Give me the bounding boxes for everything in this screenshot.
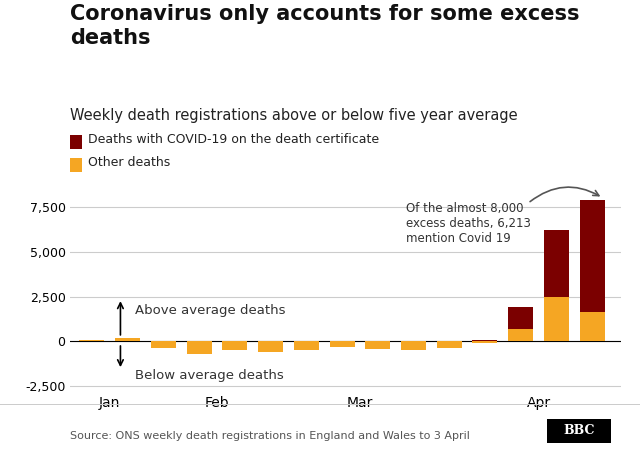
Text: Above average deaths: Above average deaths (135, 305, 285, 317)
Bar (258, 341, 283, 352)
Bar (580, 312, 605, 341)
Bar (544, 230, 569, 297)
Bar (472, 341, 497, 343)
Bar (294, 341, 319, 350)
Bar (580, 200, 605, 312)
Text: Of the almost 8,000
excess deaths, 6,213
mention Covid 19: Of the almost 8,000 excess deaths, 6,213… (406, 202, 531, 244)
Bar (508, 307, 533, 329)
Text: Other deaths: Other deaths (88, 157, 170, 169)
Bar (544, 297, 569, 341)
Bar (401, 341, 426, 350)
Bar (115, 338, 140, 341)
Text: Coronavirus only accounts for some excess
deaths: Coronavirus only accounts for some exces… (70, 4, 580, 48)
Bar (436, 341, 461, 347)
Bar (186, 341, 212, 354)
Bar (508, 329, 533, 341)
Bar (330, 341, 355, 346)
Text: Source: ONS weekly death registrations in England and Wales to 3 April: Source: ONS weekly death registrations i… (70, 431, 470, 441)
Bar (365, 341, 390, 349)
Text: BBC: BBC (563, 424, 595, 437)
Text: Below average deaths: Below average deaths (135, 369, 284, 382)
Bar (222, 341, 247, 350)
Bar (151, 341, 176, 347)
Text: Weekly death registrations above or below five year average: Weekly death registrations above or belo… (70, 108, 518, 123)
Text: Deaths with COVID-19 on the death certificate: Deaths with COVID-19 on the death certif… (88, 133, 379, 146)
